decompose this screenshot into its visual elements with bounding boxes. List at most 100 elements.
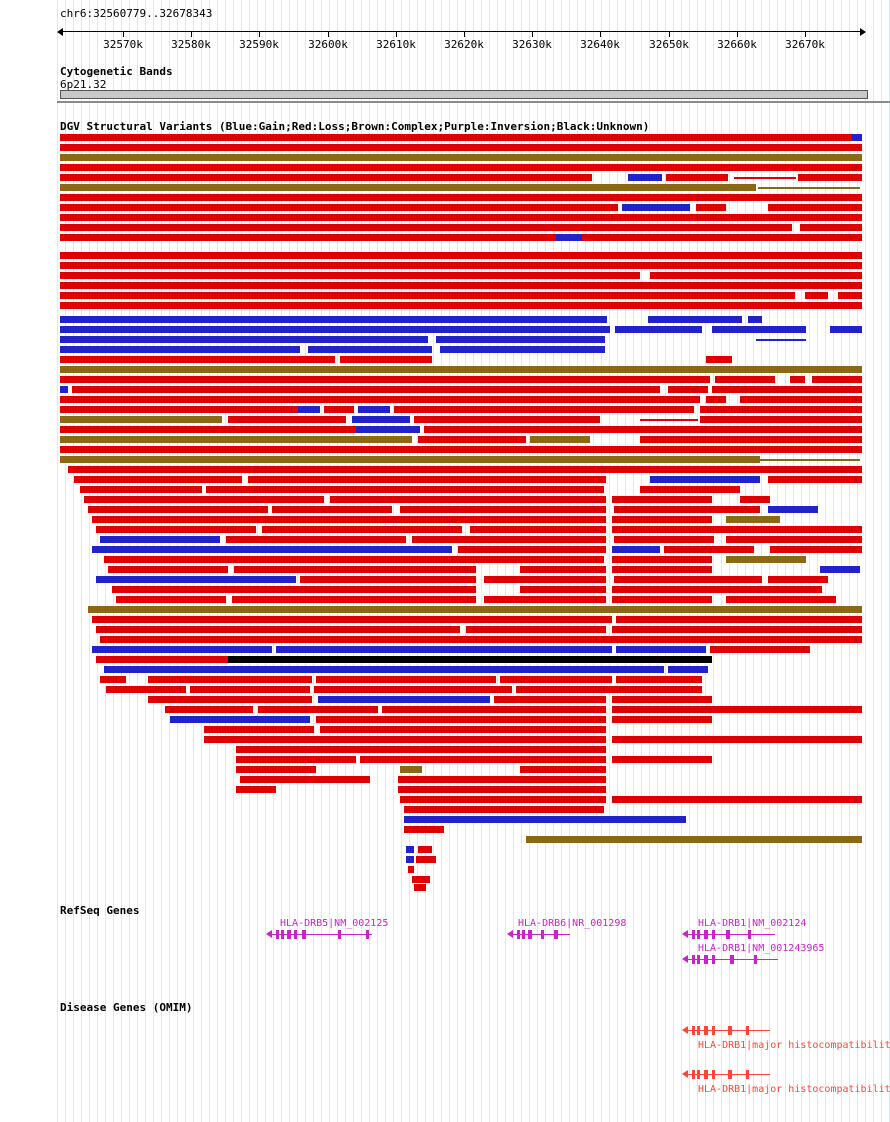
variant-bar[interactable] — [612, 556, 712, 563]
gene-exon[interactable] — [748, 930, 751, 939]
variant-bar[interactable] — [100, 636, 862, 643]
variant-bar[interactable] — [628, 174, 662, 181]
variant-bar[interactable] — [236, 746, 606, 753]
variant-bar[interactable] — [612, 716, 712, 723]
variant-bar[interactable] — [830, 326, 862, 333]
variant-bar[interactable] — [316, 676, 496, 683]
variant-bar[interactable] — [412, 536, 606, 543]
variant-bar[interactable] — [60, 234, 556, 241]
variant-bar[interactable] — [805, 292, 828, 299]
variant-bar[interactable] — [790, 376, 805, 383]
variant-bar[interactable] — [408, 866, 414, 873]
variant-bar[interactable] — [760, 459, 860, 461]
variant-bar[interactable] — [60, 436, 412, 443]
variant-bar[interactable] — [706, 356, 732, 363]
variant-bar[interactable] — [466, 626, 606, 633]
gene-exon[interactable] — [366, 930, 369, 939]
variant-bar[interactable] — [116, 596, 226, 603]
gene-exon[interactable] — [287, 930, 291, 939]
variant-bar[interactable] — [318, 696, 490, 703]
gene-exon[interactable] — [728, 1070, 732, 1079]
variant-bar[interactable] — [60, 302, 862, 309]
variant-bar[interactable] — [88, 606, 862, 613]
variant-bar[interactable] — [700, 406, 862, 413]
variant-bar[interactable] — [60, 366, 862, 373]
variant-bar[interactable] — [424, 426, 862, 433]
variant-bar[interactable] — [612, 546, 660, 553]
variant-bar[interactable] — [612, 496, 712, 503]
variant-bar[interactable] — [236, 756, 356, 763]
variant-bar[interactable] — [612, 736, 862, 743]
variant-bar[interactable] — [340, 356, 432, 363]
variant-bar[interactable] — [60, 154, 862, 161]
variant-bar[interactable] — [228, 416, 346, 423]
variant-bar[interactable] — [556, 234, 582, 241]
variant-bar[interactable] — [768, 576, 828, 583]
variant-bar[interactable] — [60, 356, 335, 363]
variant-bar[interactable] — [148, 676, 312, 683]
variant-bar[interactable] — [148, 696, 312, 703]
gene-exon[interactable] — [712, 1070, 715, 1079]
variant-bar[interactable] — [382, 706, 606, 713]
variant-bar[interactable] — [104, 556, 604, 563]
variant-bar[interactable] — [852, 134, 862, 141]
variant-bar[interactable] — [768, 204, 862, 211]
variant-bar[interactable] — [272, 506, 392, 513]
variant-bar[interactable] — [748, 316, 762, 323]
gene-exon[interactable] — [712, 930, 715, 939]
variant-bar[interactable] — [60, 262, 862, 269]
variant-bar[interactable] — [696, 204, 726, 211]
variant-bar[interactable] — [715, 376, 775, 383]
gene-exon[interactable] — [692, 1026, 695, 1035]
variant-bar[interactable] — [170, 716, 310, 723]
variant-bar[interactable] — [484, 596, 606, 603]
gene-exon[interactable] — [522, 930, 525, 939]
gene-exon[interactable] — [528, 930, 532, 939]
variant-bar[interactable] — [106, 686, 186, 693]
gene-exon[interactable] — [726, 930, 730, 939]
variant-bar[interactable] — [226, 536, 406, 543]
variant-bar[interactable] — [60, 446, 862, 453]
variant-bar[interactable] — [108, 566, 228, 573]
variant-bar[interactable] — [84, 496, 324, 503]
variant-bar[interactable] — [400, 766, 422, 773]
variant-bar[interactable] — [494, 696, 606, 703]
gene-intron-line[interactable] — [272, 934, 372, 935]
gene-exon[interactable] — [746, 1026, 749, 1035]
cytoband-bar[interactable] — [60, 90, 868, 99]
variant-bar[interactable] — [616, 616, 862, 623]
gene-exon[interactable] — [730, 955, 734, 964]
variant-bar[interactable] — [96, 526, 256, 533]
variant-bar[interactable] — [104, 666, 664, 673]
variant-bar[interactable] — [400, 796, 606, 803]
variant-bar[interactable] — [612, 586, 822, 593]
variant-bar[interactable] — [112, 586, 476, 593]
variant-bar[interactable] — [72, 386, 660, 393]
variant-bar[interactable] — [615, 326, 702, 333]
gene-exon[interactable] — [712, 1026, 715, 1035]
variant-bar[interactable] — [812, 376, 862, 383]
gene-exon[interactable] — [704, 1070, 708, 1079]
variant-bar[interactable] — [616, 646, 706, 653]
variant-bar[interactable] — [418, 846, 432, 853]
variant-bar[interactable] — [236, 766, 316, 773]
variant-bar[interactable] — [710, 646, 810, 653]
variant-bar[interactable] — [740, 496, 770, 503]
variant-bar[interactable] — [404, 806, 604, 813]
variant-bar[interactable] — [60, 272, 640, 279]
variant-bar[interactable] — [298, 406, 320, 413]
variant-bar[interactable] — [622, 204, 690, 211]
variant-bar[interactable] — [236, 786, 276, 793]
gene-exon[interactable] — [554, 930, 558, 939]
variant-bar[interactable] — [404, 816, 686, 823]
variant-bar[interactable] — [612, 566, 712, 573]
variant-bar[interactable] — [436, 336, 605, 343]
variant-bar[interactable] — [706, 396, 726, 403]
variant-bar[interactable] — [60, 204, 618, 211]
variant-bar[interactable] — [92, 546, 452, 553]
gene-exon[interactable] — [692, 930, 695, 939]
variant-bar[interactable] — [650, 272, 862, 279]
variant-bar[interactable] — [398, 776, 606, 783]
variant-bar[interactable] — [418, 436, 526, 443]
gene-exon[interactable] — [697, 1070, 700, 1079]
